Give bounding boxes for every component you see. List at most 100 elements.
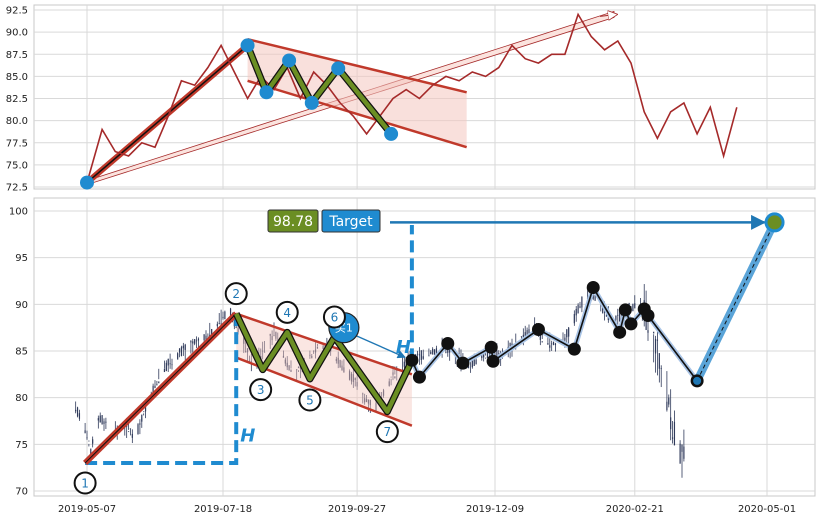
candle-body [262,350,264,352]
candle-body [654,338,657,354]
candle-body [184,344,186,350]
candle-body [205,335,207,342]
top-y-tick-label: 85.0 [6,72,28,83]
candle-body [369,399,371,406]
candle-body [673,421,676,446]
candle-body [483,352,485,358]
candle-body [269,333,271,336]
candle-body [520,336,523,338]
bottom-x-tick-label: 2019-05-07 [58,504,116,515]
bottom-x-tick-label: 2019-12-09 [466,504,524,515]
top-pattern-marker [259,85,274,100]
pattern-point-circle [73,471,97,495]
bottom-x-tick-label: 2019-07-18 [194,504,252,515]
top-pattern-marker [304,95,319,110]
candle-body [670,417,672,430]
candle-body [486,351,489,359]
candle-body [617,314,619,316]
candle-body [126,425,128,427]
candle-body [167,358,169,366]
candle-body [501,350,504,352]
candle-body [311,356,313,359]
bottom-markers: 1 2 3 4 5 6 7 [73,212,785,495]
bottom-y-tick-label: 75 [15,440,28,451]
top-y-tick-label: 92.5 [6,6,28,17]
candle-body [129,428,132,430]
candle-body [390,376,392,378]
candle-body [182,345,184,349]
candle-body [367,399,370,404]
candle-body [668,397,670,405]
candle-body [297,366,300,369]
breakout-marker [456,356,470,370]
candle-body [224,311,226,320]
candle-body [375,403,377,412]
candle-body [194,339,196,344]
top-markers [80,38,399,190]
bottom-panel-frame [33,197,816,497]
breakout-marker [486,354,500,368]
candle-body [581,296,583,308]
pattern-point-circle [322,305,346,329]
top-price-line [86,12,738,183]
candle-body [671,437,674,439]
bottom-zigzag [234,312,414,414]
candle-body [647,330,649,333]
breakout-last-marker [691,374,704,387]
breakout-marker [567,342,581,356]
target-label-box [321,209,381,233]
bottom-y-tick-label: 80 [15,393,28,404]
candle-body [656,339,659,341]
candle-body [566,329,568,338]
candle-body [273,335,275,336]
candle-body [235,326,237,329]
candle-body [683,446,685,459]
candle-body [547,342,549,345]
candle-body [171,364,173,366]
candle-body [335,358,337,362]
candle-body [296,369,298,371]
candle-body [243,337,245,344]
candle-body [237,327,239,333]
candle-body [658,353,660,369]
candle-body [290,369,292,372]
top-channel-upper-line [247,37,467,94]
candle-body [605,314,608,317]
target-value-box [267,209,319,233]
candle-body [433,349,436,355]
candle-body [428,355,430,357]
candle-body [449,349,451,353]
candle-body [352,374,354,383]
candle-body [666,401,668,411]
candle-body [681,444,683,452]
candle-body [203,334,205,341]
candle-body [500,359,502,360]
candle-body [195,340,198,342]
target-box: 98.78 Target [267,209,381,233]
candle-body [343,367,345,373]
candle-body [178,348,181,353]
candle-body [218,323,220,325]
top-y-tick-label: 80.0 [6,116,28,127]
candle-body [602,304,604,314]
candle-body [679,443,681,464]
candle-body [475,359,477,365]
candle-body [309,354,311,356]
candle-body [90,448,92,458]
candle-body [418,354,421,356]
candle-body [271,336,273,341]
breakout-marker [441,337,455,351]
candle-body [103,421,105,424]
pattern-point-circle [298,388,322,412]
candle-body [282,355,285,358]
top-pattern-marker [240,38,255,53]
bottom-y-tick-label: 85 [15,347,28,358]
candle-body [430,351,432,355]
breakout-marker [618,303,632,317]
pattern-point-label: 6 [331,311,339,325]
breakout-marker [405,353,419,367]
bottom-grid [34,198,815,496]
pattern-point-label: 5 [306,394,314,408]
candle-body [288,365,290,371]
